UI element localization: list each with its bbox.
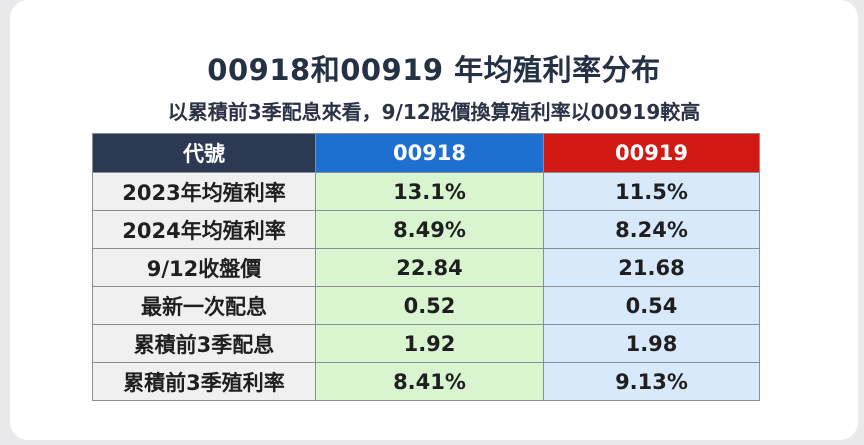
cell-00919: 21.68 xyxy=(543,248,760,287)
table-header-row: 代號 00918 00919 xyxy=(92,133,760,173)
cell-00918: 8.49% xyxy=(315,210,544,249)
table-row: 9/12收盤價 22.84 21.68 xyxy=(92,248,760,287)
header-code: 代號 xyxy=(92,133,316,173)
table-row: 累積前3季殖利率 8.41% 9.13% xyxy=(92,362,760,401)
slide-subtitle: 以累積前3季配息來看，9/12股價換算殖利率以00919較高 xyxy=(167,100,701,124)
cell-00919: 1.98 xyxy=(543,324,760,363)
cell-00918: 0.52 xyxy=(315,286,544,325)
yield-comparison-table: 代號 00918 00919 2023年均殖利率 13.1% 11.5% 202… xyxy=(92,133,760,401)
cell-00918: 1.92 xyxy=(315,324,544,363)
row-label: 2023年均殖利率 xyxy=(92,172,316,211)
row-label: 2024年均殖利率 xyxy=(92,210,316,249)
table-row: 2023年均殖利率 13.1% 11.5% xyxy=(92,172,760,211)
cell-00918: 8.41% xyxy=(315,362,544,401)
cell-00918: 13.1% xyxy=(315,172,544,211)
header-00919: 00919 xyxy=(543,133,760,173)
cell-00919: 0.54 xyxy=(543,286,760,325)
cell-00919: 9.13% xyxy=(543,362,760,401)
cell-00919: 8.24% xyxy=(543,210,760,249)
table-row: 最新一次配息 0.52 0.54 xyxy=(92,286,760,325)
row-label: 累積前3季殖利率 xyxy=(92,362,316,401)
table-row: 2024年均殖利率 8.49% 8.24% xyxy=(92,210,760,249)
header-00918: 00918 xyxy=(315,133,544,173)
cell-00919: 11.5% xyxy=(543,172,760,211)
row-label: 最新一次配息 xyxy=(92,286,316,325)
slide-title: 00918和00919 年均殖利率分布 xyxy=(207,53,661,87)
cell-00918: 22.84 xyxy=(315,248,544,287)
table-row: 累積前3季配息 1.92 1.98 xyxy=(92,324,760,363)
row-label: 累積前3季配息 xyxy=(92,324,316,363)
row-label: 9/12收盤價 xyxy=(92,248,316,287)
